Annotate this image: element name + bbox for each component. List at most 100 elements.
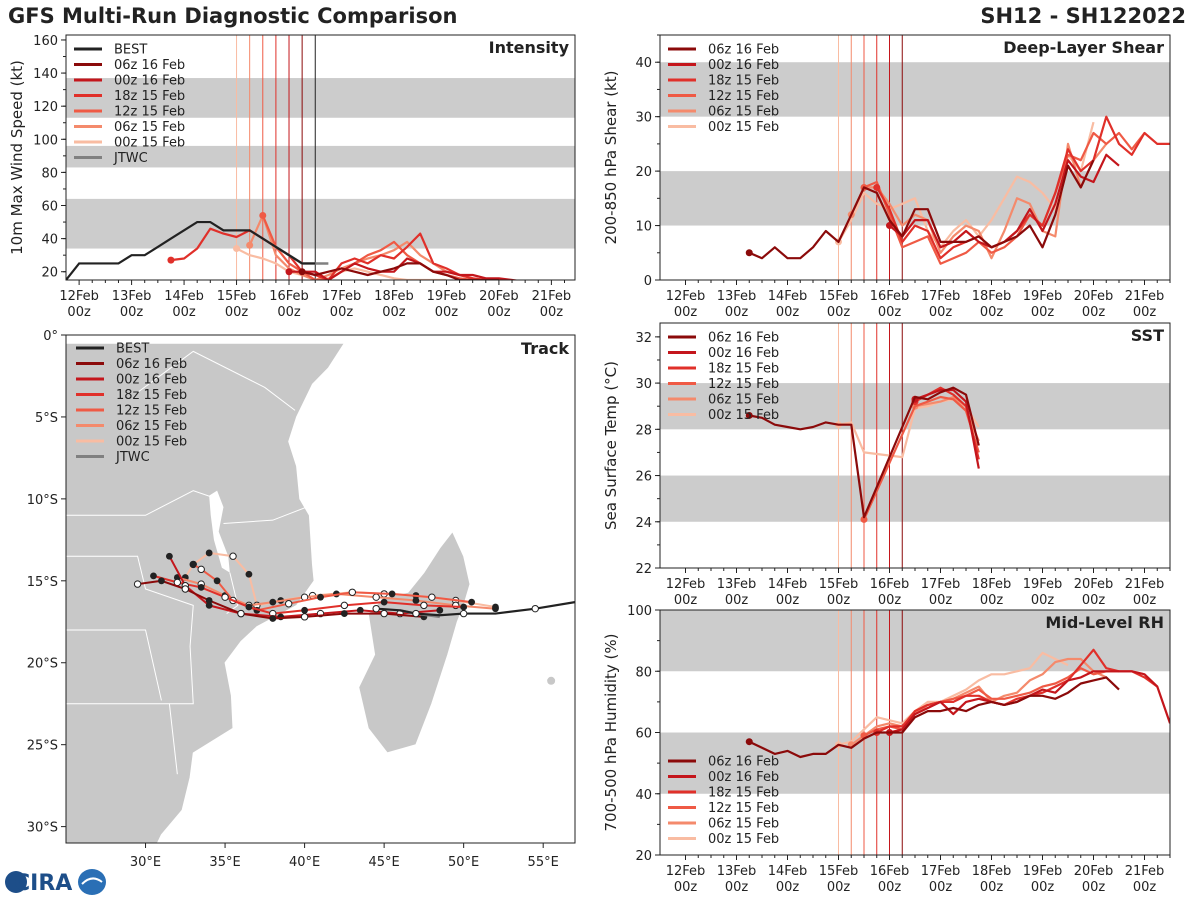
x-tick-sublabel: 00z	[929, 593, 953, 608]
series-line	[838, 651, 1069, 746]
panel-title: Track	[521, 339, 569, 358]
lon-tick-label: 30°E	[130, 855, 161, 870]
x-tick-sublabel: 00z	[827, 305, 851, 320]
shaded-band	[660, 475, 1170, 522]
series-line	[749, 386, 980, 519]
panel-intensity: 2040608010012014016012Feb00z13Feb00z14Fe…	[8, 34, 576, 320]
map-area	[66, 342, 575, 843]
series-start-marker	[298, 268, 306, 276]
globe-icon	[5, 871, 27, 893]
cira-logo: CIRA	[4, 866, 108, 898]
series-start-marker	[285, 268, 293, 276]
country-border	[66, 490, 218, 516]
track-line	[137, 579, 424, 620]
panel-sst: 22242628303212Feb00z13Feb00z14Feb00z15Fe…	[602, 322, 1171, 608]
y-tick-label: 20	[635, 849, 652, 864]
legend-label: BEST	[116, 342, 149, 357]
x-tick-sublabel: 00z	[1133, 880, 1157, 895]
track-marker-12z	[412, 597, 420, 604]
panel-title: SST	[1131, 326, 1164, 345]
track-marker-00z	[229, 552, 237, 560]
legend-label: 00z 15 Feb	[114, 136, 185, 151]
y-tick-label: 120	[33, 100, 58, 115]
x-tick-sublabel: 00z	[725, 880, 749, 895]
x-tick-sublabel: 00z	[980, 305, 1004, 320]
shaded-band	[66, 145, 575, 168]
legend-label: 12z 15 Feb	[708, 801, 779, 816]
track-marker-00z	[348, 588, 357, 596]
x-tick-sublabel: 00z	[1133, 593, 1157, 608]
x-tick-label: 13Feb	[717, 577, 757, 592]
track-marker-00z	[133, 580, 142, 588]
track-marker-00z	[237, 609, 245, 618]
lon-tick-label: 45°E	[368, 855, 399, 870]
track-marker-00z	[284, 600, 293, 608]
x-tick-label: 12Feb	[666, 577, 706, 592]
legend-label: 00z 16 Feb	[116, 373, 187, 388]
y-tick-label: 100	[33, 133, 58, 148]
track-marker-00z	[221, 593, 229, 601]
y-tick-label: 30	[635, 111, 652, 126]
best-track-marker	[372, 604, 380, 613]
x-tick-sublabel: 00z	[487, 305, 511, 320]
legend-label: 06z 15 Feb	[708, 105, 779, 120]
x-tick-sublabel: 00z	[878, 593, 902, 608]
series-start-marker	[745, 738, 753, 746]
track-marker-00z	[181, 585, 189, 593]
country-border	[66, 703, 178, 775]
legend-label: 06z 16 Feb	[708, 43, 779, 58]
x-tick-label: 15Feb	[819, 864, 859, 879]
lat-tick-label: 15°S	[27, 575, 58, 590]
x-tick-label: 21Feb	[1125, 577, 1165, 592]
reunion-island	[547, 676, 556, 685]
country-border	[66, 555, 194, 705]
y-tick-label: 28	[635, 423, 652, 438]
x-tick-label: 14Feb	[768, 864, 808, 879]
x-tick-label: 12Feb	[666, 289, 706, 304]
x-tick-sublabel: 00z	[277, 305, 301, 320]
series-start-marker	[860, 515, 868, 523]
x-tick-sublabel: 00z	[827, 880, 851, 895]
track-marker-00z	[420, 601, 428, 610]
track-marker-00z	[300, 613, 309, 621]
panel-shear: 01020304012Feb00z13Feb00z14Feb00z15Feb00…	[602, 34, 1171, 320]
x-tick-label: 19Feb	[1023, 864, 1063, 879]
track-marker-12z	[380, 598, 388, 606]
track-marker-12z	[269, 615, 277, 622]
x-tick-sublabel: 00z	[67, 305, 91, 320]
x-tick-sublabel: 00z	[435, 305, 459, 320]
legend-label: 18z 15 Feb	[708, 362, 779, 377]
x-tick-label: 17Feb	[921, 289, 961, 304]
legend-label: 06z 15 Feb	[708, 817, 779, 832]
x-tick-label: 17Feb	[921, 864, 961, 879]
country-border	[66, 629, 162, 701]
x-tick-sublabel: 00z	[172, 305, 196, 320]
lon-tick-label: 55°E	[528, 855, 559, 870]
track-marker-12z	[277, 613, 285, 621]
track-marker-12z	[158, 577, 165, 585]
panel-track: 30°E 35°E 40°E 45°E 50°E 55°E 0° 5°S 10°S 15°S 20°…	[27, 329, 576, 870]
lake-malawi	[209, 490, 230, 573]
series-start-marker	[745, 249, 753, 257]
track-marker-12z	[269, 598, 277, 606]
series-line	[289, 257, 521, 280]
y-tick-label: 160	[33, 34, 58, 49]
x-tick-sublabel: 00z	[980, 880, 1004, 895]
x-tick-label: 20Feb	[1074, 577, 1114, 592]
plot-area	[660, 323, 1170, 568]
legend-label: 06z 16 Feb	[708, 331, 779, 346]
track-marker-12z	[436, 606, 444, 614]
x-tick-sublabel: 00z	[1082, 305, 1106, 320]
x-tick-sublabel: 00z	[878, 305, 902, 320]
track-marker-12z	[460, 603, 468, 611]
x-tick-label: 21Feb	[1125, 289, 1165, 304]
x-tick-label: 20Feb	[1074, 289, 1114, 304]
x-tick-label: 17Feb	[322, 289, 362, 304]
x-tick-label: 14Feb	[768, 577, 808, 592]
legend-label: 00z 15 Feb	[116, 435, 187, 450]
legend-label: 18z 15 Feb	[114, 89, 185, 104]
series-start-marker	[167, 256, 175, 264]
